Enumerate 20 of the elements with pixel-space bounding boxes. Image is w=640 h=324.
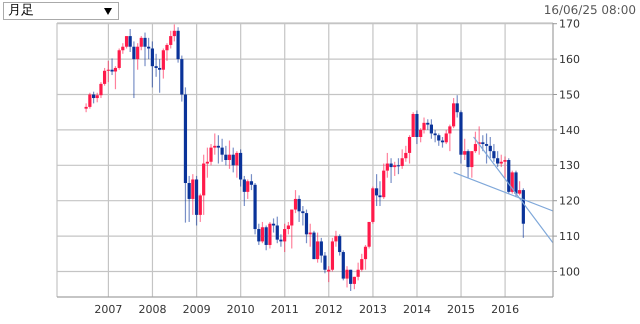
x-tick-label: 2012 bbox=[314, 302, 343, 316]
y-tick-label: 130 bbox=[559, 159, 580, 172]
y-tick-label: 100 bbox=[559, 265, 580, 278]
x-tick-label: 2013 bbox=[358, 302, 387, 316]
y-tick-label: 170 bbox=[559, 18, 580, 31]
y-tick-label: 160 bbox=[559, 53, 580, 66]
y-tick-label: 110 bbox=[559, 230, 580, 244]
x-tick-label: 2009 bbox=[182, 302, 211, 316]
y-tick-label: 120 bbox=[559, 194, 580, 208]
x-tick-label: 2007 bbox=[94, 302, 122, 316]
x-tick-label: 2016 bbox=[491, 302, 520, 316]
y-tick-label: 140 bbox=[559, 124, 580, 137]
x-tick-label: 2014 bbox=[402, 302, 431, 316]
text: 16/06/25 08:00 bbox=[544, 3, 636, 17]
x-tick-label: 2015 bbox=[447, 302, 476, 316]
y-tick-label: 150 bbox=[559, 88, 580, 102]
dropdown: 月足 bbox=[3, 2, 119, 20]
x-tick-label: 2010 bbox=[226, 302, 255, 316]
x-tick-label: 2008 bbox=[138, 302, 166, 316]
x-tick-label: 2011 bbox=[270, 302, 299, 316]
